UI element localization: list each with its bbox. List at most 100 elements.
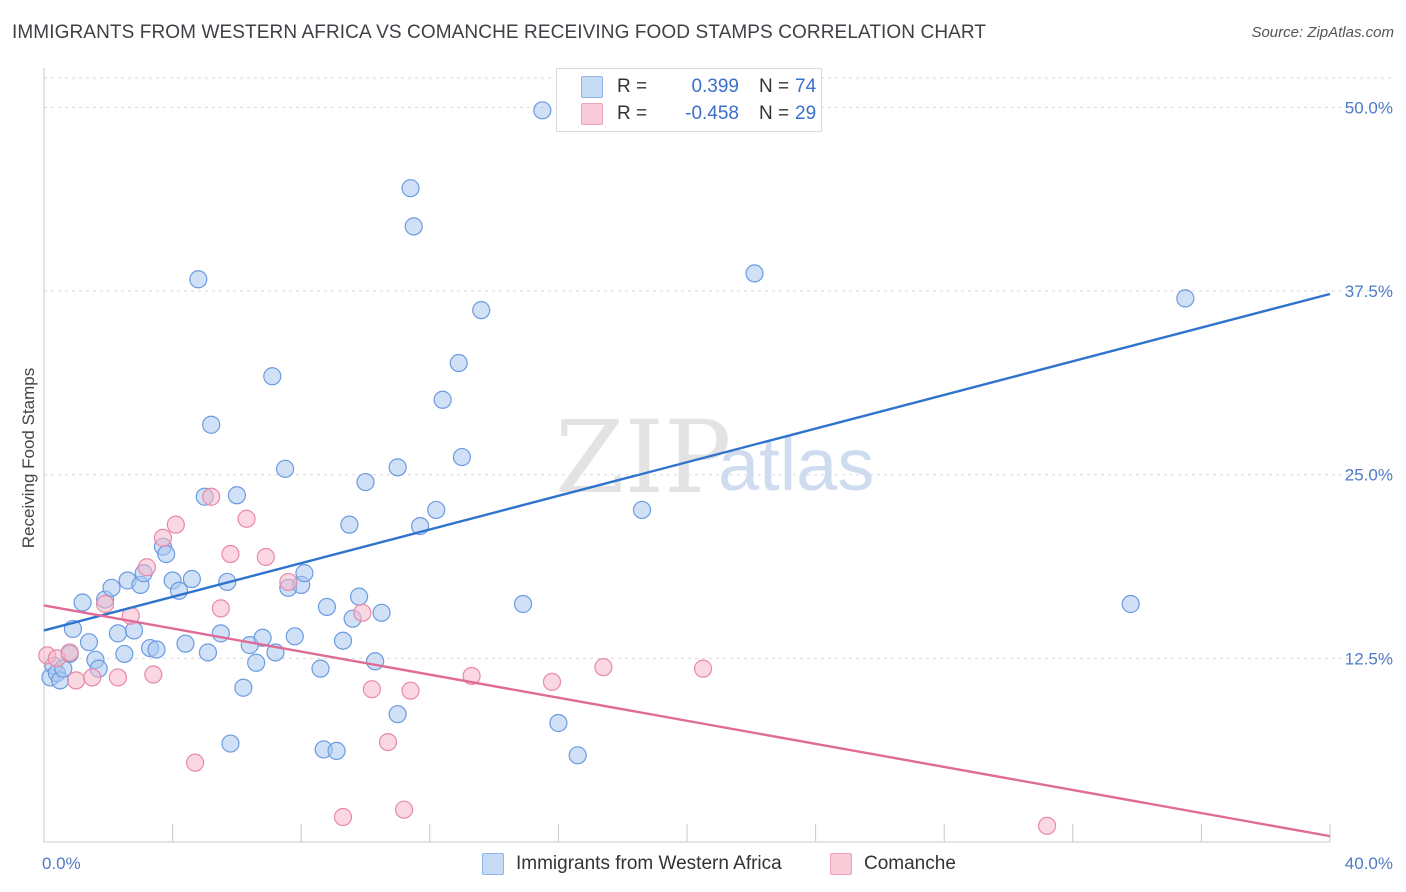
point-comanche [202,487,221,506]
y-tick-label: 37.5% [1345,282,1393,301]
point-comanche [108,668,128,687]
legend-row-blue: R = 0.399 N = 74 [581,75,816,99]
point-western-africa [745,264,764,283]
n-label: N = [759,103,790,124]
point-comanche [67,671,86,690]
n-value-blue: 74 [795,76,817,97]
point-western-africa [388,458,407,477]
point-comanche [60,643,79,662]
point-western-africa [632,500,652,520]
legend-swatch-comanche [830,853,852,875]
point-western-africa [513,594,533,614]
source-label: Source: ZipAtlas.com [1251,24,1394,41]
n-value-pink: 29 [795,103,817,124]
point-western-africa [221,734,240,753]
point-western-africa [568,746,587,765]
point-western-africa [102,578,121,597]
tick-labels: 12.5% 25.0% 37.5% 50.0% 0.0% 40.0% [42,98,1393,873]
point-comanche [353,603,372,622]
point-western-africa [449,353,468,373]
point-comanche [362,680,382,699]
point-western-africa [182,569,201,589]
point-comanche [394,800,414,819]
series-pink-points [38,487,1057,835]
point-western-africa [372,603,391,622]
point-western-africa [472,301,491,320]
point-comanche [186,753,205,772]
point-comanche [594,658,613,677]
grid-lines [44,77,1392,659]
point-comanche [153,528,173,547]
trend-lines [43,292,1331,838]
y-tick-label: 12.5% [1345,649,1393,668]
legend-row-pink: R = -0.458 N = 29 [581,102,816,126]
point-comanche [95,594,115,614]
r-label: R = [617,103,648,124]
legend-swatch-blue [581,76,603,98]
legend-item-comanche: Comanche [830,852,956,876]
point-western-africa [404,217,423,236]
stats-legend: R = 0.399 N = 74 R = -0.458 N = 29 [556,68,822,132]
point-western-africa [356,472,375,492]
legend-label-comanche: Comanche [864,853,956,874]
r-value-pink: -0.458 [685,103,739,124]
y-tick-label: 25.0% [1345,466,1393,485]
x-tick-label-max: 40.0% [1345,854,1393,873]
point-western-africa [295,564,314,583]
point-western-africa [311,659,330,678]
point-comanche [166,515,185,534]
chart-title: IMMIGRANTS FROM WESTERN AFRICA VS COMANC… [12,22,987,43]
point-western-africa [333,631,353,650]
point-western-africa [340,515,359,534]
point-western-africa [189,270,208,289]
point-western-africa [157,544,176,564]
point-western-africa [108,624,128,643]
point-western-africa [247,653,266,672]
point-western-africa [115,644,134,664]
point-comanche [1037,816,1057,835]
point-western-africa [147,640,166,659]
x-tick-label-min: 0.0% [42,854,81,873]
point-western-africa [433,390,452,409]
point-western-africa [1176,289,1195,308]
n-label: N = [759,76,790,97]
r-label: R = [617,76,648,97]
watermark-atlas: atlas [718,423,874,506]
point-western-africa [124,621,144,640]
point-western-africa [1121,594,1140,614]
point-comanche [333,807,353,827]
point-western-africa [73,593,92,612]
point-western-africa [253,628,272,647]
legend-label-western-africa: Immigrants from Western Africa [516,853,782,874]
point-comanche [137,558,156,577]
point-comanche [83,668,102,687]
point-western-africa [366,652,385,671]
point-western-africa [427,500,446,520]
legend-swatch-pink [581,103,603,125]
point-western-africa [285,627,304,646]
point-western-africa [317,597,337,617]
y-tick-label: 50.0% [1345,98,1393,117]
point-comanche [211,599,230,618]
point-western-africa [227,486,246,505]
point-comanche [279,572,298,592]
point-comanche [542,672,562,691]
point-western-africa [388,705,407,724]
point-comanche [221,544,240,564]
point-western-africa [401,179,420,198]
point-western-africa [79,633,99,652]
point-western-africa [549,713,568,733]
point-comanche [256,547,275,567]
y-axis-title: Receiving Food Stamps [19,368,38,548]
point-comanche [693,659,713,678]
point-western-africa [234,678,253,697]
axes [43,68,1331,843]
r-value-blue: 0.399 [691,76,739,97]
point-comanche [401,681,420,700]
point-comanche [237,509,256,528]
point-comanche [378,732,398,752]
legend-swatch-western-africa [482,853,504,875]
point-western-africa [176,634,195,653]
point-western-africa [533,101,552,120]
